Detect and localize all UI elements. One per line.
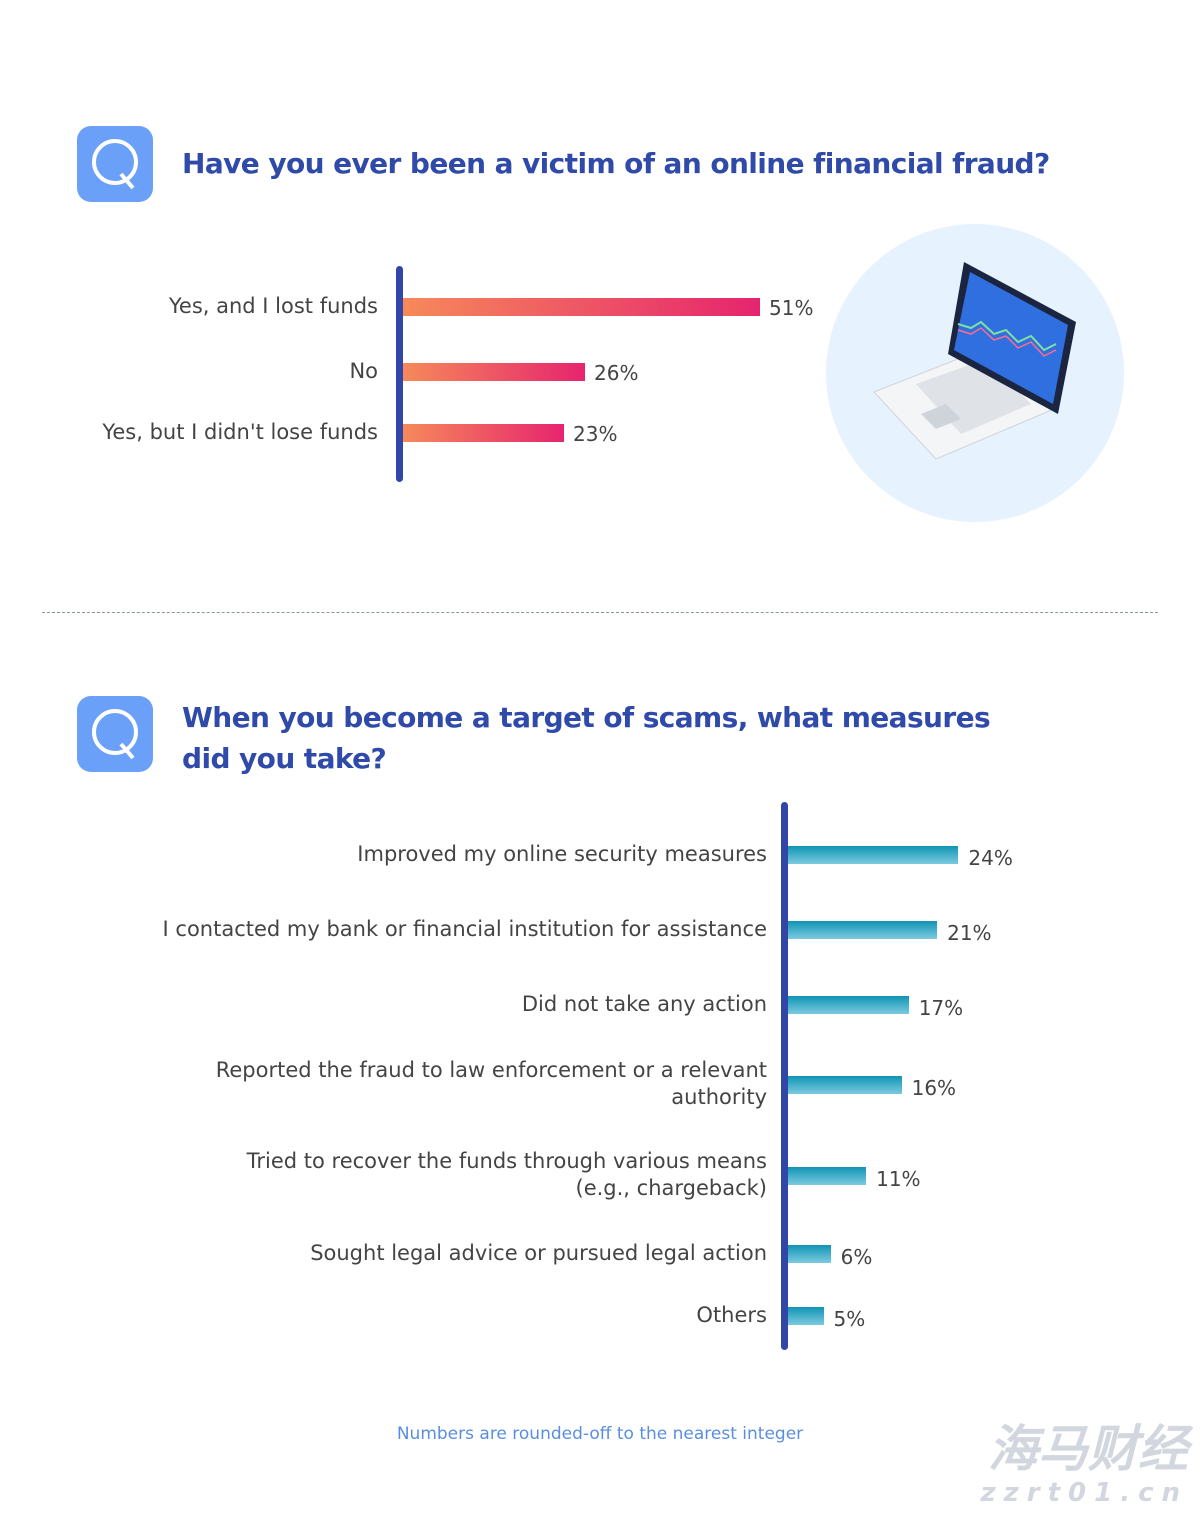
bar <box>788 1307 824 1325</box>
section-divider <box>42 612 1158 613</box>
value-label: 21% <box>947 921 992 945</box>
bar-label: No <box>349 359 378 383</box>
chart-2-axis <box>781 802 788 1350</box>
bar <box>403 298 760 316</box>
bar-label: Reported the fraud to law enforcement or… <box>215 1058 767 1109</box>
bar <box>788 996 909 1014</box>
q-letter-icon <box>77 126 153 202</box>
bar-label: Yes, and I lost funds <box>168 294 378 318</box>
bar-label: Sought legal advice or pursued legal act… <box>310 1241 767 1265</box>
value-label: 24% <box>968 846 1013 870</box>
chart-1-title: Have you ever been a victim of an online… <box>182 147 1050 180</box>
laptop-stock-chart-icon <box>826 224 1124 522</box>
bar <box>403 363 585 381</box>
value-label: 26% <box>594 361 639 385</box>
bar <box>788 846 959 864</box>
bar <box>788 921 938 939</box>
bar-label: Improved my online security measures <box>357 842 767 866</box>
bar-label: I contacted my bank or financial institu… <box>162 917 767 941</box>
bar <box>788 1167 867 1185</box>
bar-label: Tried to recover the funds through vario… <box>246 1149 767 1200</box>
chart-1-axis <box>396 266 403 482</box>
watermark: 海马财经 zzrt01.cn <box>980 1420 1189 1508</box>
bar-label: Others <box>696 1303 767 1327</box>
footnote: Numbers are rounded-off to the nearest i… <box>396 1424 804 1444</box>
bar-label: Did not take any action <box>521 992 767 1016</box>
bar-label: Yes, but I didn't lose funds <box>102 420 378 444</box>
q-letter-icon <box>77 696 153 772</box>
chart-2-title: When you become a target of scams, what … <box>182 701 991 775</box>
bar <box>403 424 564 442</box>
bar <box>788 1245 831 1263</box>
bar <box>788 1076 902 1094</box>
value-label: 6% <box>840 1245 873 1269</box>
value-label: 23% <box>573 422 618 446</box>
value-label: 11% <box>876 1167 921 1191</box>
value-label: 51% <box>769 296 814 320</box>
value-label: 17% <box>918 996 964 1020</box>
value-label: 16% <box>911 1076 957 1100</box>
value-label: 5% <box>833 1307 866 1331</box>
